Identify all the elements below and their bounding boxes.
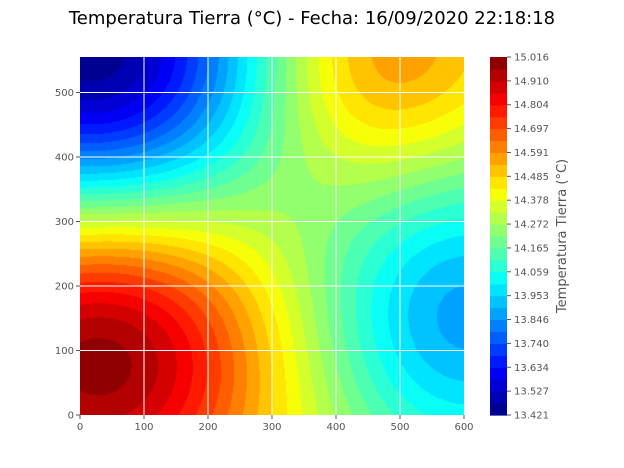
colorbar-label: Temperatura Tierra (°C) (555, 159, 570, 314)
colorbar-segment (490, 283, 507, 297)
x-tick-label: 0 (77, 422, 83, 433)
colorbar-tick-label: 15.016 (514, 53, 549, 64)
colorbar-segment (490, 57, 507, 70)
colorbar: 13.421 13.527 13.634 13.740 13.846 13.953 14.0… (490, 53, 549, 422)
colorbar-tick-label: 14.059 (514, 267, 549, 278)
colorbar-tick-label: 14.485 (514, 172, 549, 183)
colorbar-tick-label: 14.378 (514, 196, 549, 207)
x-tick-label: 200 (198, 422, 217, 433)
colorbar-tick-label: 13.953 (514, 291, 549, 302)
colorbar-segment (490, 367, 507, 380)
colorbar-segment (490, 188, 507, 201)
colorbar-tick-label: 14.272 (514, 220, 549, 231)
colorbar-segment (490, 403, 507, 416)
x-tick-label: 300 (262, 422, 281, 433)
colorbar-segment (490, 176, 507, 189)
grid-lines (80, 57, 464, 415)
x-tick-label: 600 (454, 422, 473, 433)
x-tick-label: 100 (134, 422, 153, 433)
colorbar-segment (490, 247, 507, 261)
y-tick-label: 100 (55, 346, 74, 357)
x-tick-label: 500 (390, 422, 409, 433)
colorbar-tick-label: 13.421 (514, 411, 549, 422)
colorbar-segment (490, 295, 507, 309)
y-tick-label: 300 (55, 217, 74, 228)
colorbar-segment (490, 331, 507, 344)
colorbar-segment (490, 152, 507, 165)
colorbar-tick-label: 13.634 (514, 363, 549, 374)
colorbar-segment (490, 343, 507, 356)
colorbar-segment (490, 271, 507, 285)
colorbar-tick-label: 13.740 (514, 339, 549, 350)
colorbar-segment (490, 92, 507, 106)
colorbar-segment (490, 379, 507, 392)
axes: 0 100 200 300 400 500 600 0 100 200 300 400 500 (55, 88, 474, 433)
colorbar-segment (490, 104, 507, 118)
colorbar-segment (490, 164, 507, 177)
colorbar-segment (490, 391, 507, 404)
colorbar-segment (490, 80, 507, 94)
colorbar-segment (490, 68, 507, 82)
colorbar-tick-label: 14.591 (514, 148, 549, 159)
colorbar-segment (490, 224, 507, 237)
colorbar-segment (490, 200, 507, 213)
y-tick-label: 200 (55, 281, 74, 292)
x-tick-label: 400 (326, 422, 345, 433)
colorbar-tick-label: 13.846 (514, 315, 549, 326)
colorbar-segment (490, 128, 507, 142)
colorbar-tick-label: 14.697 (514, 124, 549, 135)
y-tick-label: 400 (55, 152, 74, 163)
colorbar-tick-label: 14.165 (514, 243, 549, 254)
colorbar-segment (490, 236, 507, 249)
colorbar-segment (490, 116, 507, 130)
colorbar-segment (490, 259, 507, 273)
chart-title: Temperatura Tierra (°C) - Fecha: 16/09/2… (68, 8, 555, 29)
y-tick-label: 0 (68, 411, 74, 422)
colorbar-tick-label: 13.527 (514, 387, 549, 398)
colorbar-segment (490, 212, 507, 225)
colorbar-tick-label: 14.910 (514, 76, 549, 87)
colorbar-segment (490, 140, 507, 154)
colorbar-tick-label: 14.804 (514, 100, 549, 111)
colorbar-segment (490, 307, 507, 321)
colorbar-segment (490, 355, 507, 368)
y-tick-label: 500 (55, 88, 74, 99)
colorbar-segment (490, 319, 507, 333)
